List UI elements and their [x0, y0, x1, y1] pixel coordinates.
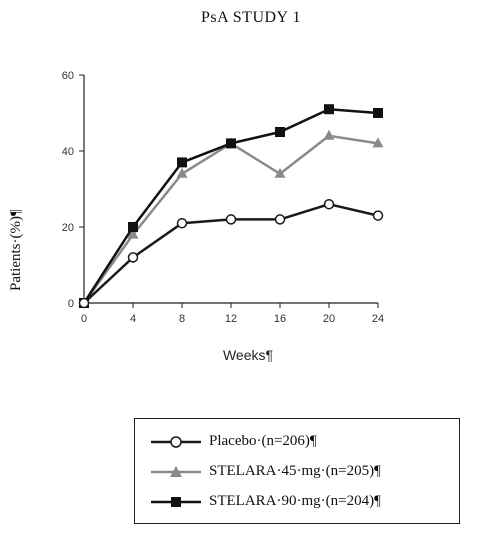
- series-2-point-3: [226, 138, 236, 149]
- y-tick-label-0: 0: [68, 298, 74, 310]
- x-tick-label-20: 20: [323, 313, 335, 325]
- series-1-point-1: [127, 228, 139, 239]
- y-tick-label-60: 60: [62, 70, 74, 82]
- series-1-point-6: [372, 137, 384, 148]
- x-tick-label-8: 8: [179, 313, 185, 325]
- series-1-point-2: [176, 167, 188, 178]
- series-2-point-2: [177, 157, 187, 168]
- series-1-point-4: [274, 167, 286, 178]
- x-tick-label-0: 0: [81, 313, 87, 325]
- series-0-point-0: [78, 297, 90, 309]
- legend-item-stelara-45: STELARA·45·mg·(n=205)¶: [135, 461, 459, 483]
- y-tick-label-40: 40: [62, 146, 74, 158]
- x-tick-label-16: 16: [274, 313, 286, 325]
- series-2-point-1: [128, 222, 138, 232]
- legend-label-placebo: Placebo·(n=206)¶: [209, 433, 317, 449]
- legend-swatch-stelara-45: [151, 466, 201, 477]
- series-0-point-6: [372, 210, 384, 221]
- x-tick-label-4: 4: [130, 313, 136, 325]
- legend-item-placebo: Placebo·(n=206)¶: [135, 431, 459, 453]
- series-2-point-5: [324, 104, 334, 115]
- x-tick-label-24: 24: [372, 313, 384, 325]
- series-0-point-4: [274, 214, 286, 225]
- series-2-point-4: [275, 127, 285, 137]
- series-0-point-1: [127, 252, 139, 263]
- series-2-point-6: [373, 108, 383, 118]
- chart-title: PsA STUDY 1: [200, 9, 302, 26]
- series-0-point-5: [323, 198, 335, 210]
- series-0-point-2: [176, 217, 188, 229]
- legend-swatch-stelara-90: [151, 497, 201, 507]
- x-axis-label: Weeks¶: [222, 347, 274, 363]
- legend-item-stelara-90: STELARA·90·mg·(n=204)¶: [135, 491, 459, 513]
- x-tick-label-12: 12: [225, 313, 237, 325]
- series-0-point-3: [225, 214, 237, 225]
- legend: Placebo·(n=206)¶ STELARA·45·mg·(n=205)¶ …: [134, 418, 460, 524]
- legend-swatch-placebo: [151, 436, 201, 448]
- series-1-point-5: [323, 129, 335, 140]
- y-tick-label-20: 20: [62, 222, 74, 234]
- legend-label-stelara-45: STELARA·45·mg·(n=205)¶: [209, 463, 381, 479]
- legend-label-stelara-90: STELARA·90·mg·(n=204)¶: [209, 493, 381, 509]
